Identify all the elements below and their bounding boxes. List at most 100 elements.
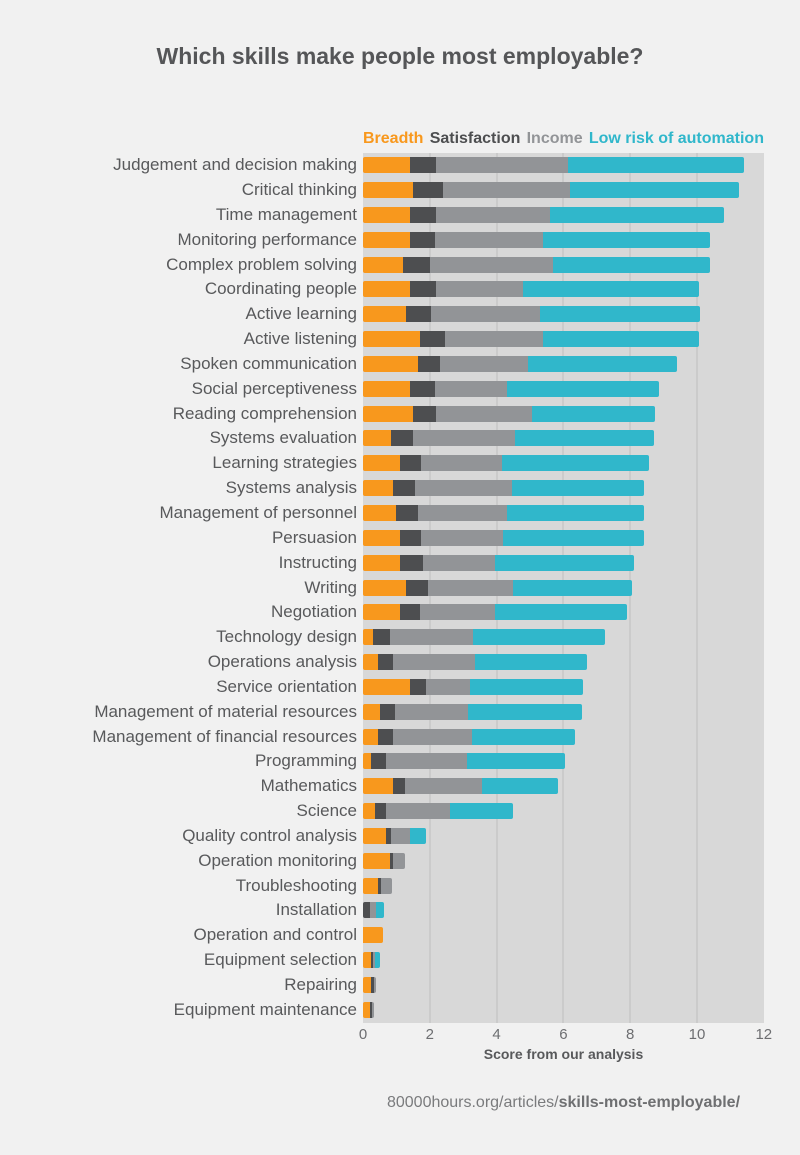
bar-segment-satisfaction [399, 455, 422, 472]
bar-segment-breadth [363, 554, 400, 571]
bar-segment-income [386, 753, 467, 770]
bar-row [363, 625, 764, 650]
bar-row [363, 178, 764, 203]
bar-segment-satisfaction [418, 355, 440, 372]
bar-row [363, 749, 764, 774]
bar-segment-low-risk-of-automation [474, 654, 587, 671]
bar-segment-satisfaction [373, 629, 390, 646]
category-label: Complex problem solving [166, 254, 357, 274]
bar-row [363, 153, 764, 178]
bar-segment-low-risk-of-automation [531, 405, 656, 422]
bar-segment-income [386, 803, 450, 820]
bar-row [363, 277, 764, 302]
bar-segment-income [419, 604, 495, 621]
bar-segment-income [414, 480, 512, 497]
bar-segment-satisfaction [409, 231, 435, 248]
bar-segment-satisfaction [406, 306, 432, 323]
bar-segment-breadth [363, 803, 375, 820]
bar-segment-breadth [363, 480, 394, 497]
citation-prefix: 80000hours.org/articles/ [386, 1093, 559, 1111]
legend-satisfaction: Satisfaction [429, 129, 521, 147]
bar-segment-breadth [363, 306, 407, 323]
bar-segment-low-risk-of-automation [473, 629, 606, 646]
bar-row [363, 202, 764, 227]
category-labels-column: Judgement and decision making Critical th… [0, 153, 363, 1023]
bar-segment-satisfaction [371, 753, 387, 770]
bar-segment-breadth [363, 753, 372, 770]
bar-segment-income [394, 703, 469, 720]
bar-segment-satisfaction [409, 157, 437, 174]
category-label: Spoken communication [180, 353, 357, 373]
bar-segment-satisfaction [369, 1001, 372, 1018]
bar-segment-breadth [363, 827, 387, 844]
x-tick-label: 4 [492, 1025, 501, 1043]
bar-row [363, 674, 764, 699]
x-tick-label: 8 [626, 1025, 635, 1043]
bar-row [363, 352, 764, 377]
bar-segment-breadth [363, 852, 390, 869]
bar-segment-satisfaction [399, 529, 422, 546]
bar-segment-income [373, 977, 377, 994]
bar-segment-income [404, 778, 482, 795]
category-label: Coordinating people [204, 279, 357, 299]
bar-segment-low-risk-of-automation [553, 256, 711, 273]
bar-segment-income [439, 355, 529, 372]
category-label: Time management [215, 204, 357, 224]
bar-row [363, 575, 764, 600]
category-label: Mathematics [260, 776, 357, 796]
category-label: Monitoring performance [177, 229, 357, 249]
bar-segment-low-risk-of-automation [523, 281, 699, 298]
bar-segment-satisfaction [371, 977, 374, 994]
bar-segment-breadth [363, 430, 392, 447]
bar-row [363, 252, 764, 277]
bar-row [363, 948, 764, 973]
bar-segment-low-risk-of-automation [540, 306, 701, 323]
bar-segment-low-risk-of-automation [494, 554, 634, 571]
bar-row [363, 451, 764, 476]
bar-row [363, 501, 764, 526]
category-label: Management of material resources [94, 701, 357, 721]
category-label: Negotiation [270, 602, 357, 622]
bar-segment-income [418, 504, 507, 521]
gridline [696, 152, 698, 1023]
bar-segment-low-risk-of-automation [375, 952, 380, 969]
bar-segment-breadth [363, 778, 394, 795]
bars-container [363, 153, 764, 1023]
bar-segment-income [434, 231, 544, 248]
page-title: Which skills make people most employable… [156, 43, 644, 69]
bar-row [363, 600, 764, 625]
bar-segment-low-risk-of-automation [449, 803, 514, 820]
category-label: Active listening [243, 329, 357, 349]
bar-segment-breadth [363, 654, 379, 671]
bar-segment-low-risk-of-automation [375, 902, 385, 919]
bar-segment-low-risk-of-automation [501, 455, 649, 472]
bar-segment-satisfaction [409, 281, 437, 298]
category-label: Management of financial resources [92, 726, 357, 746]
bar-segment-low-risk-of-automation [409, 827, 427, 844]
citation-article-slug: skills-most-employable/ [558, 1093, 741, 1111]
bar-segment-low-risk-of-automation [494, 604, 627, 621]
bar-segment-income [429, 256, 554, 273]
bar-row [363, 923, 764, 948]
bar-segment-breadth [363, 629, 374, 646]
bar-row [363, 799, 764, 824]
bar-segment-low-risk-of-automation [503, 529, 644, 546]
category-label: Operations analysis [207, 652, 357, 672]
bar-segment-satisfaction [409, 206, 437, 223]
bar-segment-income [428, 579, 514, 596]
bar-segment-satisfaction [363, 902, 370, 919]
bar-segment-breadth [363, 455, 400, 472]
bar-segment-satisfaction [399, 554, 424, 571]
bar-segment-satisfaction [419, 331, 445, 348]
category-label: Programming [254, 751, 357, 771]
x-tick-label: 10 [688, 1025, 706, 1043]
bar-segment-income [423, 554, 495, 571]
bar-segment-income [413, 430, 515, 447]
bar-segment-low-risk-of-automation [543, 331, 699, 348]
bar-segment-income [443, 182, 571, 199]
bar-segment-breadth [363, 529, 400, 546]
bar-segment-satisfaction [403, 256, 430, 273]
bar-row [363, 327, 764, 352]
bar-segment-income [389, 629, 474, 646]
x-tick-label: 0 [358, 1025, 368, 1043]
